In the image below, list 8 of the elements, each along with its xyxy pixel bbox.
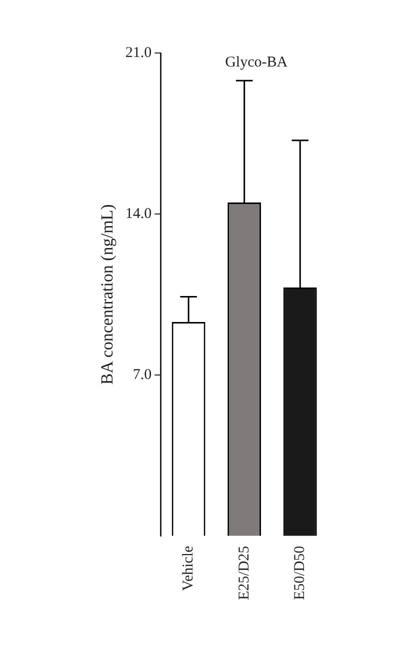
- x-tick-label: E25/D25: [236, 546, 252, 600]
- y-axis-title: BA concentration (ng/mL): [98, 204, 117, 385]
- y-tick-label: 21.0: [125, 44, 152, 61]
- x-tick-label: Vehicle: [180, 546, 196, 591]
- y-tick-label: 7.0: [132, 366, 152, 383]
- y-tick-label: 14.0: [125, 206, 152, 222]
- chart-title: Glyco-BA: [225, 54, 288, 70]
- x-tick-label: E50/D50: [292, 546, 308, 600]
